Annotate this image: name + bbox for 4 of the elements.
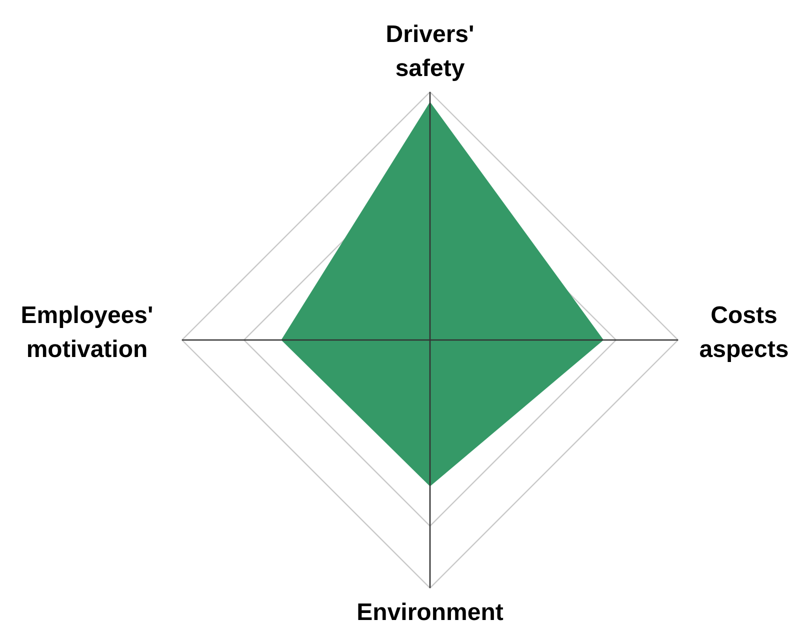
spoke-label: Environment xyxy=(356,599,504,626)
spoke-label: Drivers' safety xyxy=(386,21,474,82)
spoke-label: Costs aspects xyxy=(699,302,789,363)
spoke-label: Employees' motivation xyxy=(20,302,154,363)
